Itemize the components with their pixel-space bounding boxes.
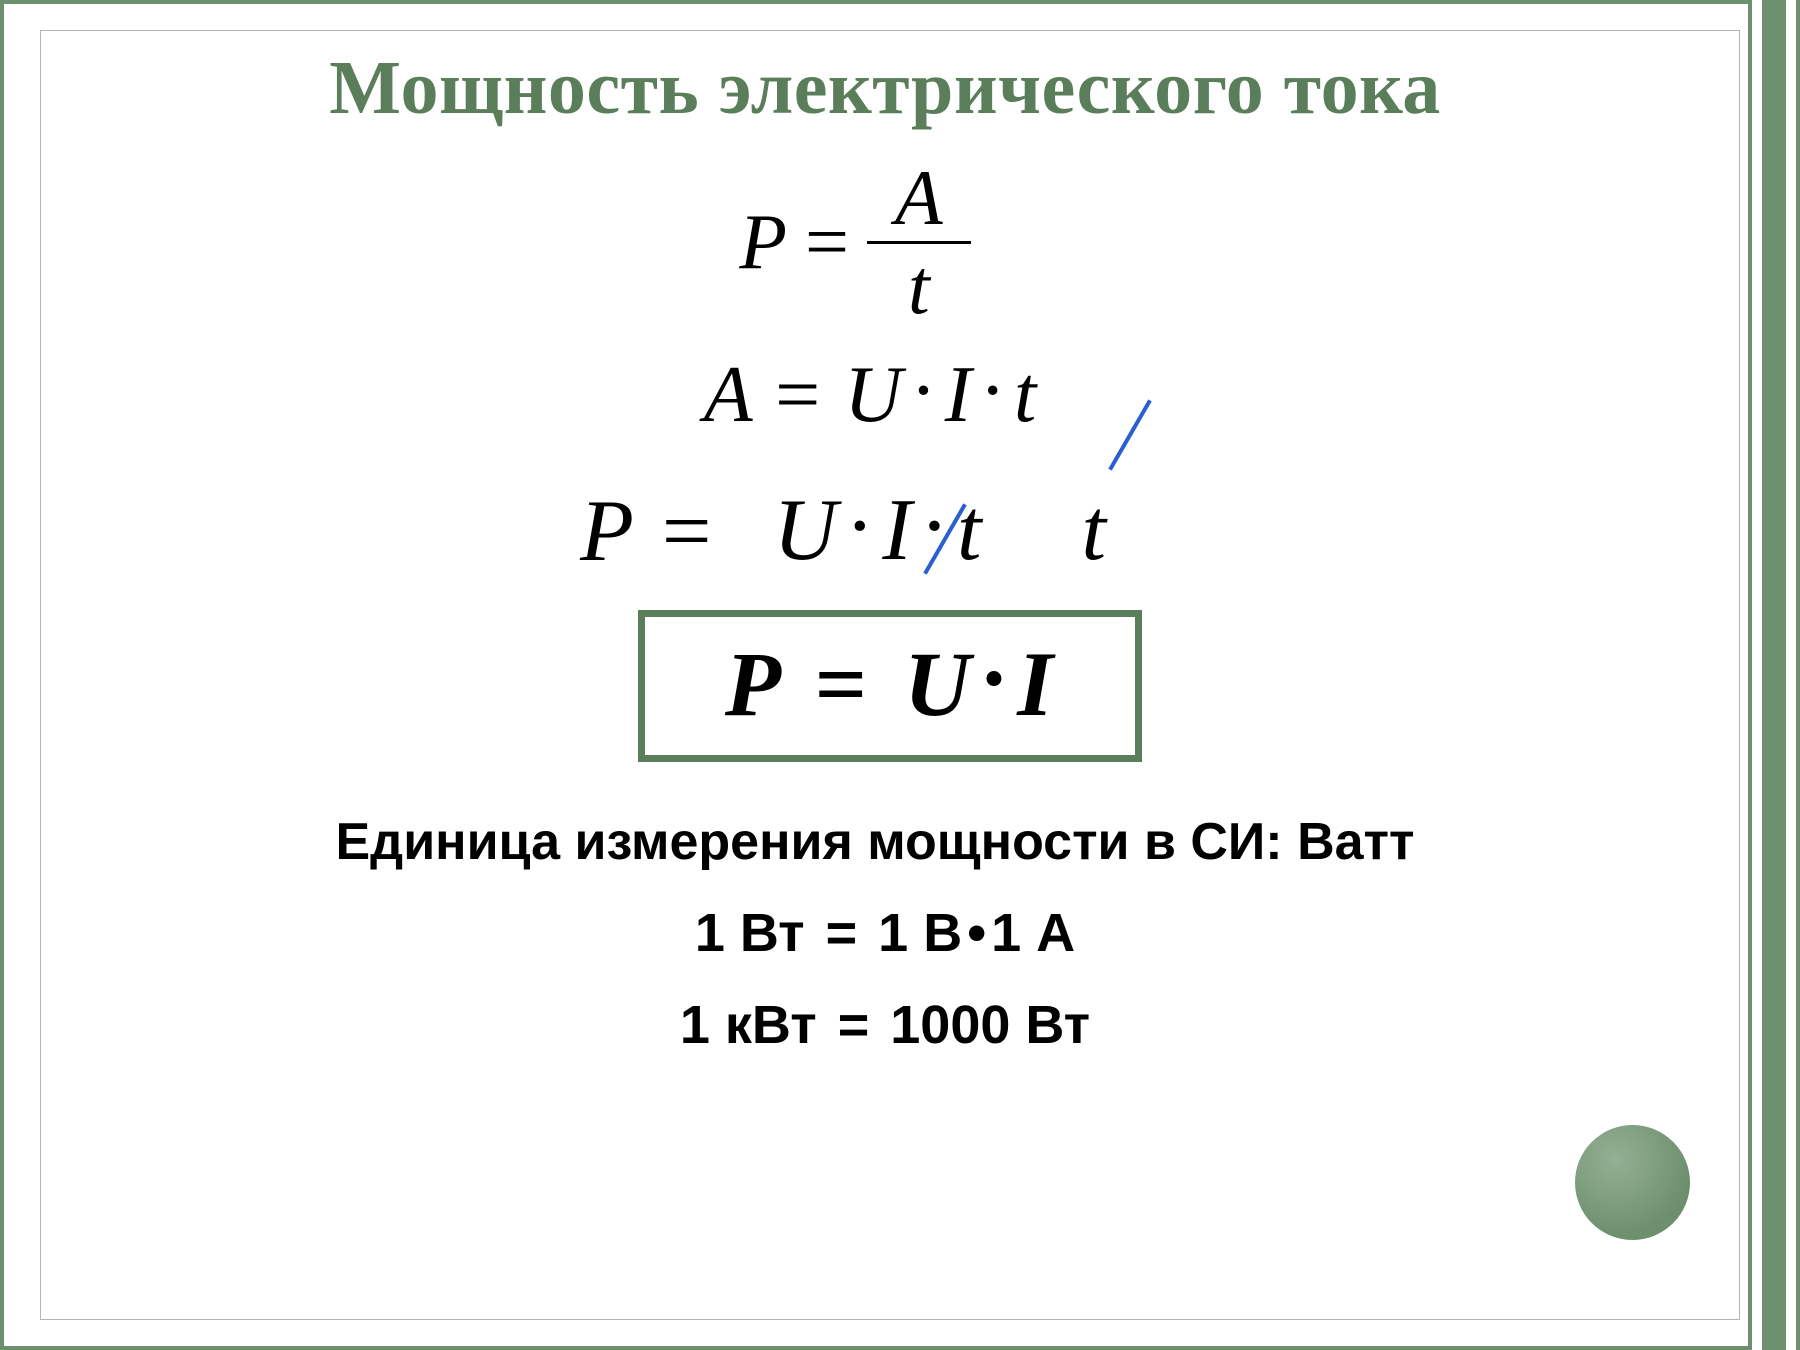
equals-sign: = xyxy=(662,481,712,582)
formula-lhs: P xyxy=(580,481,634,582)
term-u: U xyxy=(904,633,972,735)
dot-icon: · xyxy=(837,478,882,575)
equals-sign: = xyxy=(805,633,879,735)
units-label: Единица измерения мощности в СИ: Ватт xyxy=(40,812,1710,872)
fraction-numerator: U·I·t xyxy=(740,482,1048,583)
formula-lhs: P xyxy=(725,633,780,735)
decorative-circle-icon xyxy=(1575,1125,1690,1240)
dot-icon: • xyxy=(962,903,991,963)
formula-derivation: P = U·I·t t xyxy=(20,481,1710,582)
units-lhs: 1 кВт xyxy=(680,995,817,1055)
dot-icon: · xyxy=(971,347,1014,435)
equals-sign: = xyxy=(832,995,876,1055)
units-rhs: 1000 Вт xyxy=(890,995,1090,1055)
formula-power-final: P = U·I xyxy=(638,610,1142,762)
term-t: t xyxy=(1014,351,1036,439)
formula-work: A = U·I·t xyxy=(30,350,1710,441)
slide-content: Мощность электрического тока P = A t A =… xyxy=(60,40,1710,1310)
fraction-numerator: A xyxy=(867,157,971,241)
term-i: I xyxy=(882,482,911,579)
slide-right-band xyxy=(1748,0,1800,1350)
term-u: U xyxy=(774,482,838,579)
formula-lhs: A xyxy=(704,351,751,439)
dot-icon: · xyxy=(902,347,945,435)
equals-sign: = xyxy=(805,197,849,287)
term-t: t xyxy=(957,482,981,579)
formula-power-definition: P = A t xyxy=(0,157,1710,328)
units-term-a: 1 В xyxy=(878,903,962,963)
fraction-denominator: t xyxy=(880,244,958,328)
equals-sign: = xyxy=(820,903,864,963)
fraction-denominator: t xyxy=(1047,478,1149,579)
term-i: I xyxy=(945,351,972,439)
fraction: U·I·t t xyxy=(740,485,1150,577)
units-lhs: 1 Вт xyxy=(695,903,805,963)
formulas-area: P = A t A = U·I·t P = U·I·t t xyxy=(60,157,1710,1056)
dot-icon: · xyxy=(973,627,1018,729)
units-equation-1: 1 Вт = 1 В•1 А xyxy=(60,902,1710,964)
term-u: U xyxy=(844,351,902,439)
equals-sign: = xyxy=(775,351,820,439)
formula-lhs: P xyxy=(739,197,787,287)
term-i: I xyxy=(1017,633,1055,735)
units-term-b: 1 А xyxy=(991,903,1075,963)
fraction: A t xyxy=(867,157,971,328)
units-equation-2: 1 кВт = 1000 Вт xyxy=(60,994,1710,1056)
slide-title: Мощность электрического тока xyxy=(60,45,1710,132)
boxed-formula-wrap: P = U·I xyxy=(60,610,1710,762)
